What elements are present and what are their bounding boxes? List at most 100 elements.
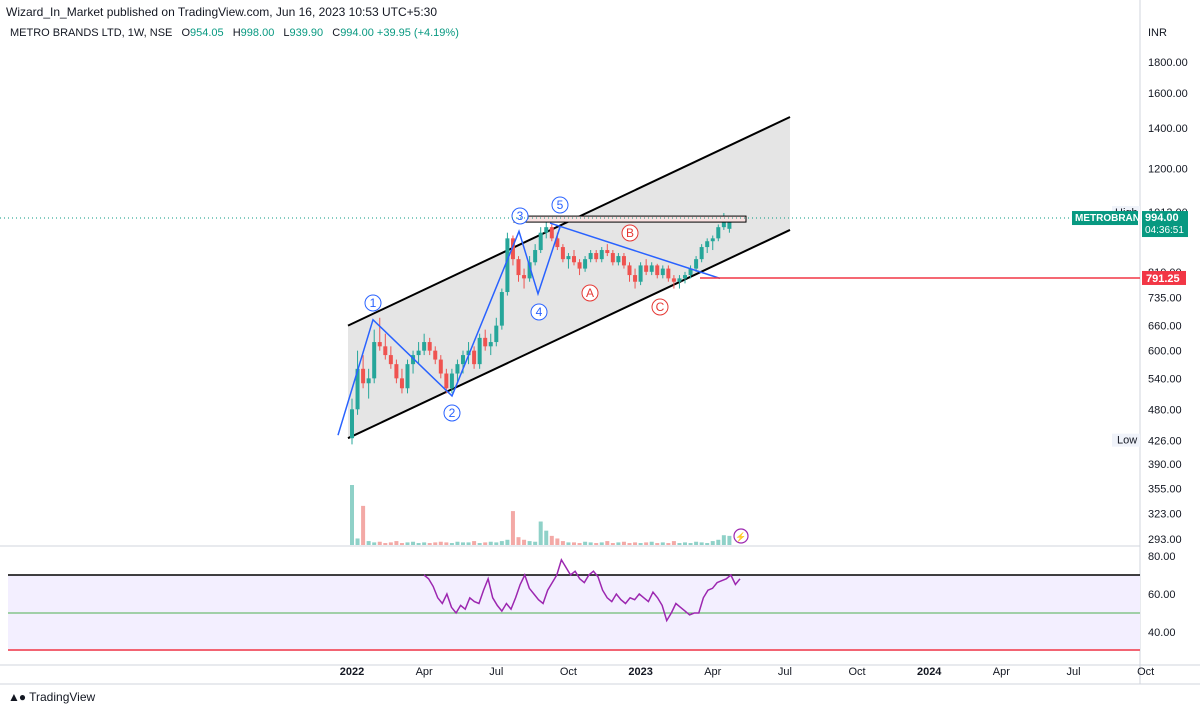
candle-body (633, 275, 638, 282)
candle-body (433, 350, 438, 360)
candle-body (461, 355, 465, 365)
volume-bar (555, 538, 560, 545)
brand-name: TradingView (29, 690, 96, 704)
volume-bar (644, 542, 649, 545)
x-tick-label: 2022 (340, 666, 364, 678)
volume-bar (510, 511, 515, 545)
candle-body (621, 256, 626, 266)
candle-body (366, 378, 371, 384)
candle-body (477, 337, 482, 365)
volume-bar (477, 543, 482, 545)
candle-body (688, 268, 693, 276)
candle-body (361, 368, 366, 384)
volume-bar (483, 542, 488, 545)
x-tick-label: Apr (993, 666, 1010, 678)
candle-body (566, 256, 571, 260)
volume-bar (466, 542, 471, 545)
impulse-wave-line (337, 226, 561, 436)
volume-bar (449, 543, 454, 545)
volume-bar (594, 543, 599, 545)
candle-body (671, 278, 676, 282)
volume-bar (599, 542, 604, 545)
candle-body (638, 265, 643, 282)
candle-body (377, 342, 382, 347)
candle-body (455, 364, 460, 374)
y-tick-label: 1800.00 (1148, 57, 1188, 69)
candle-body (488, 342, 493, 347)
channel-lower-line (347, 229, 791, 440)
volume-bar (472, 541, 477, 545)
candle-body (522, 275, 527, 279)
volume-bar (616, 542, 621, 545)
volume-bar (405, 542, 410, 545)
y-tick-label: 1200.00 (1148, 164, 1188, 176)
candle-body (610, 253, 615, 263)
candle-body (616, 256, 621, 263)
candle-body (577, 262, 582, 269)
candle-body (399, 378, 404, 389)
currency-label: INR (1148, 27, 1167, 39)
volume-bar (638, 543, 643, 545)
candle-body (699, 247, 704, 260)
volume-bar (522, 539, 527, 545)
low-label: L (283, 27, 290, 39)
x-tick-label: 2023 (628, 666, 652, 678)
open-value: 954.05 (190, 27, 224, 39)
flash-glyph: ⚡ (735, 531, 746, 543)
volume-bar (683, 542, 687, 545)
wave-label-circle (551, 196, 569, 214)
symbol-tag-bg (1072, 211, 1138, 226)
candle-body (666, 268, 671, 279)
volume-bar (399, 543, 404, 545)
candle-body (560, 247, 565, 260)
candle-body (510, 238, 515, 260)
volume-bar (560, 541, 565, 545)
volume-bar (716, 539, 721, 545)
change-value: +39.95 (+4.19%) (376, 27, 459, 39)
candle-body (627, 265, 632, 276)
candle-body (416, 350, 421, 356)
candle-body (705, 241, 710, 248)
candle-body (677, 278, 682, 282)
candle-body (516, 259, 521, 276)
candle-body (727, 218, 732, 229)
candle-body (555, 238, 560, 248)
volume-bar (649, 541, 654, 545)
y-tick-label: 355.00 (1148, 484, 1182, 496)
candle-body (605, 250, 610, 254)
volume-bar (538, 521, 543, 545)
x-tick-label: Oct (1137, 666, 1154, 678)
candle-body (588, 253, 593, 260)
candle-body (494, 325, 499, 343)
volume-bar (438, 541, 443, 545)
close-value: 994.00 (340, 27, 374, 39)
volume-bar (383, 543, 388, 545)
volume-bar (505, 539, 510, 545)
candle-body (372, 342, 377, 379)
volume-bar (583, 541, 588, 545)
wave-label-circle (530, 303, 548, 321)
candle-body (544, 227, 549, 233)
candle-body (499, 292, 504, 326)
impulse-wave-label: 4 (536, 305, 543, 319)
x-tick-label: 2024 (917, 666, 942, 678)
candle-body (533, 250, 538, 263)
volume-bar (366, 541, 371, 545)
flash-icon (733, 528, 749, 544)
volume-bar (633, 542, 638, 545)
volume-bar (549, 535, 554, 545)
candle-body (427, 342, 432, 351)
volume-bar (411, 541, 416, 545)
channel-fill (348, 117, 790, 439)
x-tick-label: Apr (416, 666, 433, 678)
candle-body (599, 250, 604, 260)
corrective-wave-label: B (626, 226, 634, 240)
volume-bar (688, 543, 693, 545)
rsi-tick-label: 40.00 (1148, 627, 1176, 639)
wave-trendline (549, 222, 721, 280)
volume-bar (588, 542, 593, 545)
corrective-label-circle (651, 298, 669, 316)
volume-bar (677, 543, 682, 545)
volume-bar (721, 535, 726, 545)
